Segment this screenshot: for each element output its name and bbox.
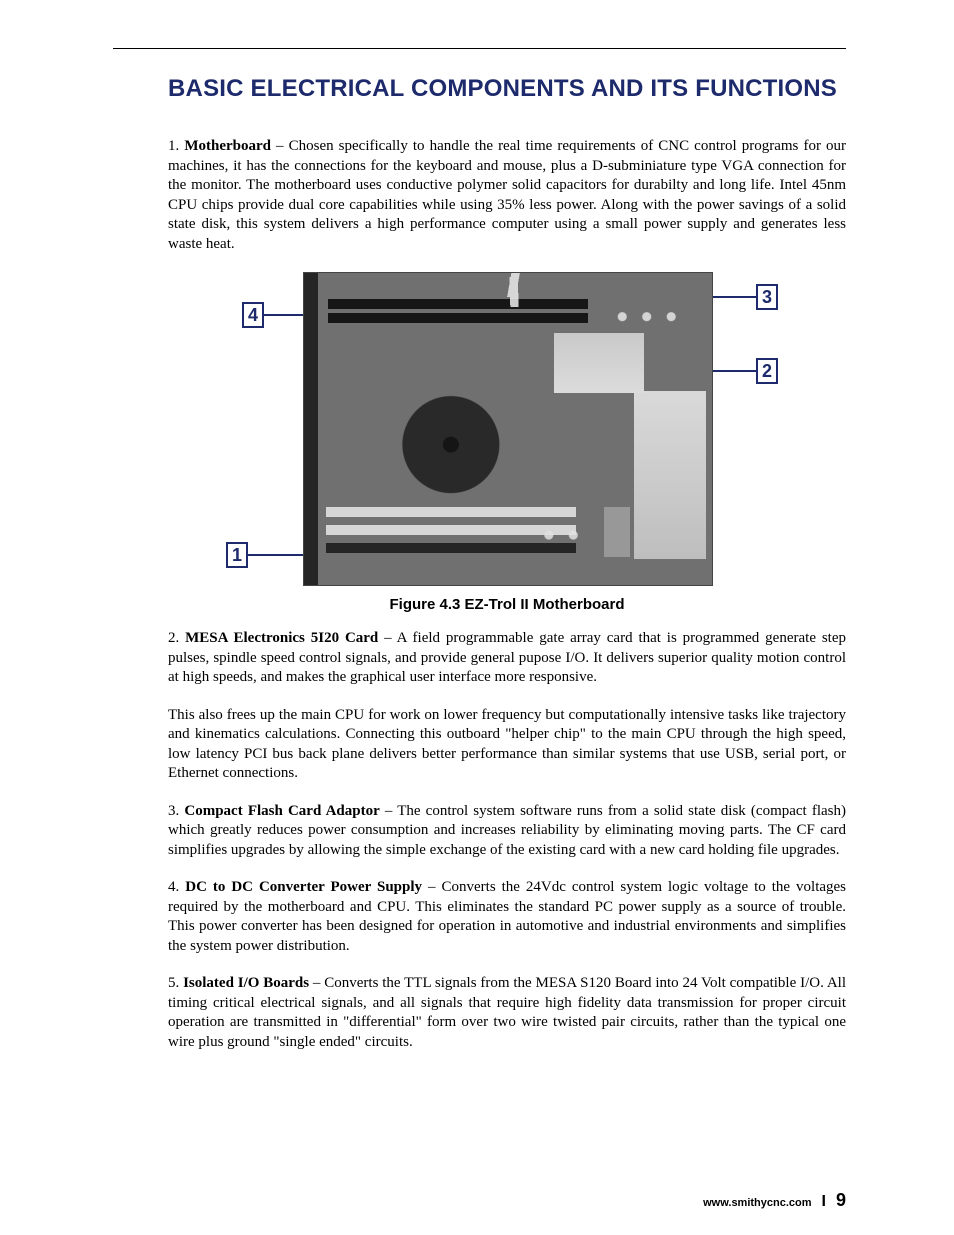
para2-num: 2. [168, 630, 185, 646]
callout-4-box: 4 [242, 302, 264, 328]
callout-2-box: 2 [756, 358, 778, 384]
paragraph-3: 3. Compact Flash Card Adaptor – The cont… [168, 802, 846, 861]
page-number: 9 [836, 1190, 846, 1211]
footer-url: www.smithycnc.com [703, 1197, 811, 1209]
figure-4-3: 4 3 2 1 [168, 272, 848, 586]
para1-rest: – Chosen specifically to handle the real… [168, 138, 846, 252]
section-heading: BASIC ELECTRICAL COMPONENTS AND ITS FUNC… [168, 75, 846, 103]
footer-separator: I [822, 1193, 826, 1211]
paragraph-2b: This also frees up the main CPU for work… [168, 706, 846, 784]
callout-2-label: 2 [762, 361, 772, 382]
motherboard-image [303, 272, 713, 586]
page: BASIC ELECTRICAL COMPONENTS AND ITS FUNC… [0, 0, 954, 1235]
callout-4-label: 4 [248, 305, 258, 326]
para5-term: Isolated I/O Boards [183, 975, 309, 991]
paragraph-2: 2. MESA Electronics 5I20 Card – A field … [168, 629, 846, 688]
para4-num: 4. [168, 879, 185, 895]
para2-term: MESA Electronics 5I20 Card [185, 630, 378, 646]
callout-3-label: 3 [762, 287, 772, 308]
paragraph-1: 1. Motherboard – Chosen specifically to … [168, 137, 846, 254]
callout-1-box: 1 [226, 542, 248, 568]
page-footer: www.smithycnc.com I 9 [703, 1190, 846, 1211]
para5-num: 5. [168, 975, 183, 991]
para1-num: 1. [168, 138, 184, 154]
para1-term: Motherboard [184, 138, 271, 154]
callout-1-label: 1 [232, 545, 242, 566]
content-column: BASIC ELECTRICAL COMPONENTS AND ITS FUNC… [168, 75, 846, 1052]
paragraph-5: 5. Isolated I/O Boards – Converts the TT… [168, 974, 846, 1052]
para3-term: Compact Flash Card Adaptor [184, 803, 379, 819]
para3-num: 3. [168, 803, 184, 819]
callout-3-box: 3 [756, 284, 778, 310]
para4-term: DC to DC Converter Power Supply [185, 879, 422, 895]
paragraph-4: 4. DC to DC Converter Power Supply – Con… [168, 878, 846, 956]
figure-caption: Figure 4.3 EZ-Trol II Motherboard [168, 596, 846, 613]
top-rule [113, 48, 846, 49]
